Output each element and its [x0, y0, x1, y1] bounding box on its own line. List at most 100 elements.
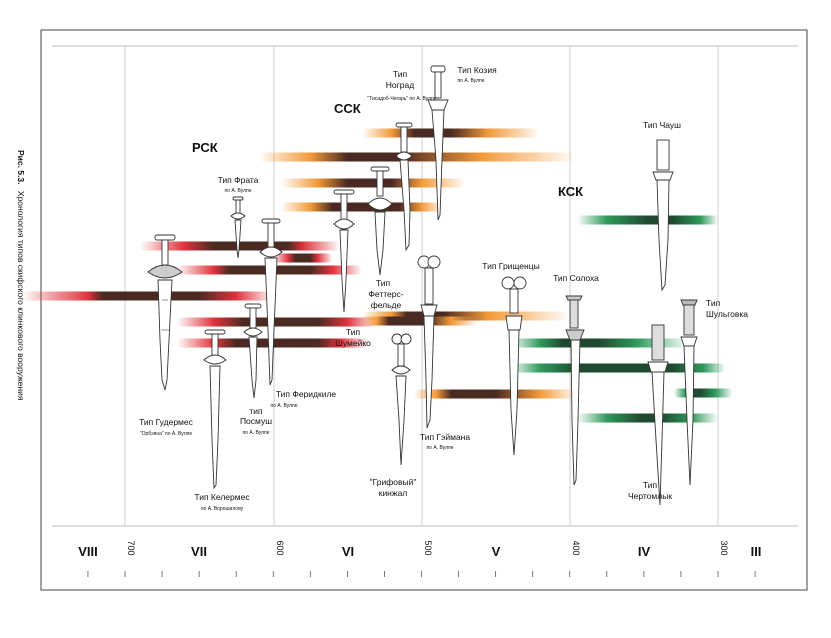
date-range-bar-orange [362, 316, 478, 326]
type-name: Шульговка [706, 309, 748, 319]
type-label-fettersfelde: Тип Феттерс- фельде [368, 278, 403, 310]
type-attribution: "Орбэяна" по А. Вулпе [140, 431, 192, 437]
year-label-700: 700 [126, 540, 136, 555]
group-label-rsk: РСК [192, 140, 218, 155]
svg-text:Рис. 5.3. Хронология т: Рис. 5.3. Хронология типов скифского кли… [16, 150, 26, 401]
sword-chertomlyk-drawing [647, 324, 669, 506]
date-range-bar-red [176, 317, 378, 327]
century-label-vi: VI [342, 544, 354, 559]
dagger-solokha-drawing [565, 295, 585, 486]
date-range-bar-red [273, 253, 333, 263]
date-range-bar-green [510, 338, 689, 348]
type-name: Тип Козия [457, 65, 497, 75]
type-name: Тип [706, 298, 721, 308]
date-range-bar-green [577, 413, 718, 423]
group-label-ssk: ССК [334, 101, 361, 116]
caption-text: Хронология типов скифского клинкового во… [16, 191, 26, 401]
year-label-500: 500 [423, 540, 433, 555]
type-name: Тип Гэймана [420, 432, 470, 442]
date-range-bar-orange [258, 152, 578, 162]
type-label-grifovy: "Грифовый" кинжал [370, 477, 417, 498]
year-label-400: 400 [571, 540, 581, 555]
timeline-axis: VIII VII VI V IV III 700 600 500 400 300 [78, 540, 761, 577]
dagger-kelermes-drawing [203, 329, 227, 490]
type-attribution: по А. Вулпе [270, 403, 297, 409]
type-name: Тип Грищенцы [482, 261, 539, 271]
type-label-shulgovka: Тип Шульговка [706, 298, 748, 319]
type-name: кинжал [379, 488, 408, 498]
type-label-solokha: Тип Солоха [553, 273, 599, 283]
century-label-vii: VII [191, 544, 207, 559]
century-label-viii: VIII [78, 544, 98, 559]
type-name: Тип Фрата [218, 175, 259, 185]
type-name: Тип Чауш [643, 120, 681, 130]
type-label-geymana: Тип Гэймана по А. Вулпе [420, 432, 470, 451]
type-name: Шумейко [335, 338, 371, 348]
type-label-frata: Тип Фрата по А. Вулпе [218, 175, 259, 194]
date-range-bars [21, 128, 733, 423]
sword-chaush-drawing [652, 139, 674, 292]
type-label-chertomlyk: Тип Чертомлык [628, 480, 672, 501]
type-name: Тип [393, 69, 408, 79]
dagger-koziya-drawing [427, 65, 449, 221]
type-label-grishchentsy: Тип Грищенцы [482, 261, 539, 271]
date-range-bar-red [139, 241, 340, 251]
dagger-frata-drawing [230, 196, 246, 259]
dagger-feridkile-drawing [259, 218, 283, 386]
date-range-bar-orange [280, 202, 444, 212]
year-label-300: 300 [719, 540, 729, 555]
date-range-bar-orange [280, 178, 466, 188]
type-label-koziya: Тип Козия по А. Вулпе [457, 65, 497, 84]
type-label-gudermes: Тип Гудермес "Орбэяна" по А. Вулпе [139, 417, 194, 437]
type-name: Тип [643, 480, 658, 490]
type-name: тип [249, 406, 263, 416]
dagger-gudermes-drawing [147, 234, 183, 391]
date-range-bar-green [577, 215, 718, 225]
dagger-geymana-drawing [417, 255, 441, 429]
type-name: "Грифовый" [370, 477, 417, 487]
type-attribution: по А. Ворошилову [201, 506, 244, 512]
century-label-v: V [492, 544, 501, 559]
date-range-bar-orange [362, 128, 541, 138]
dagger-shumeyko-drawing [333, 189, 355, 313]
type-label-feridkile: Тип Феридкиле по А. Вулпе [270, 389, 336, 409]
figure-caption: Рис. 5.3. Хронология типов скифского кли… [16, 150, 26, 401]
type-name: Феттерс- [368, 289, 403, 299]
type-name: Тип [346, 327, 361, 337]
axis-ticks [87, 571, 756, 577]
type-attribution: по А. Вулпе [426, 445, 453, 451]
type-label-posmush: тип Посмуш по А. Вулпе [240, 406, 272, 436]
dagger-fettersfelde-drawing [367, 166, 393, 276]
date-range-bar-red [21, 291, 274, 301]
type-labels: Тип Гудермес "Орбэяна" по А. Вулпе Тип К… [139, 65, 748, 512]
dagger-shulgovka-drawing [680, 299, 698, 486]
type-attribution: по А. Вулпе [224, 188, 251, 194]
type-label-nograd: Тип Ноград "Тисадоб-Чегарь" по А. Вулпе [367, 69, 436, 102]
date-range-bar-green [673, 388, 733, 398]
type-attribution: "Тисадоб-Чегарь" по А. Вулпе [367, 96, 436, 102]
type-name: Тип Гудермес [139, 417, 194, 427]
dagger-grifovy-drawing [391, 333, 412, 466]
type-name: Тип Феридкиле [276, 389, 337, 399]
type-attribution: по А. Вулпе [242, 430, 269, 436]
type-label-shumeyko: Тип Шумейко [335, 327, 371, 348]
date-range-bar-green [510, 363, 726, 373]
figure-frame [40, 29, 808, 591]
caption-number: Рис. 5.3. [16, 150, 26, 185]
date-range-bar-orange [414, 389, 578, 399]
type-name: Чертомлык [628, 491, 672, 501]
type-name: Ноград [386, 80, 414, 90]
century-label-iii: III [751, 544, 762, 559]
type-name: Тип Келермес [194, 492, 250, 502]
type-attribution: по А. Вулпе [457, 78, 484, 84]
type-name: фельде [371, 300, 402, 310]
dagger-posmush-drawing [243, 303, 263, 399]
type-label-chaush: Тип Чауш [643, 120, 681, 130]
dagger-nograd-drawing [395, 122, 413, 252]
type-name: Тип [376, 278, 391, 288]
century-gridlines [124, 46, 719, 526]
year-label-600: 600 [275, 540, 285, 555]
type-name: Посмуш [240, 416, 272, 426]
